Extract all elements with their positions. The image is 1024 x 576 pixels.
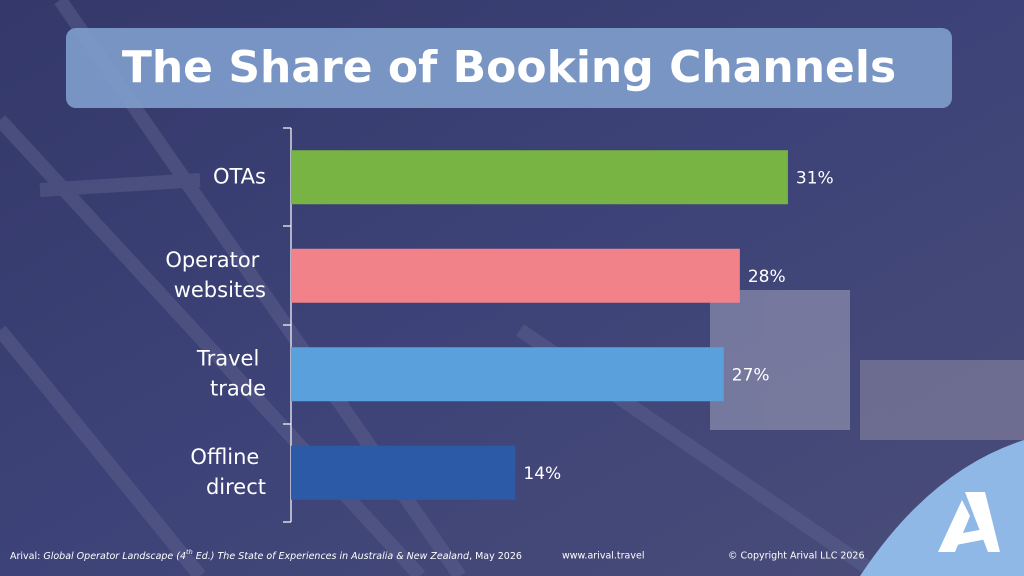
copyright: © Copyright Arival LLC 2026: [728, 551, 865, 562]
website: www.arival.travel: [562, 551, 645, 562]
bar: [291, 445, 516, 500]
source-part: th: [186, 548, 193, 556]
category-label: Operator websites: [165, 248, 266, 302]
category-label-line: Offline: [190, 445, 266, 469]
category-label-line: Operator: [165, 248, 266, 272]
source-part: The State of Experiences in Australia & …: [214, 551, 470, 562]
source-part: Arival:: [10, 551, 43, 562]
value-label: 31%: [796, 168, 834, 188]
bar: [291, 150, 788, 205]
source-note: Arival: Global Operator Landscape (4th E…: [10, 548, 522, 562]
category-label-line: OTAs: [213, 164, 266, 188]
bar: [291, 347, 724, 402]
value-label: 28%: [748, 267, 786, 287]
category-label: Offline direct: [190, 445, 266, 499]
logo-background: [860, 440, 1024, 576]
building-decoration: [710, 290, 1024, 440]
title-box: [66, 28, 952, 108]
category-label-line: Travel: [196, 346, 266, 370]
chart-title: The Share of Booking Channels: [122, 42, 896, 93]
source-part: , May 2026: [469, 551, 522, 562]
category-label-line: websites: [174, 278, 266, 302]
bar: [291, 248, 740, 303]
category-label-line: direct: [206, 475, 266, 499]
source-part: Ed.): [193, 551, 215, 562]
source-part: Global Operator Landscape (4: [43, 551, 186, 562]
category-label-line: trade: [210, 376, 266, 400]
category-label: OTAs: [213, 164, 266, 188]
logo: [938, 492, 1000, 552]
category-label: Travel trade: [196, 346, 266, 400]
value-label: 14%: [523, 464, 561, 484]
value-label: 27%: [732, 365, 770, 385]
